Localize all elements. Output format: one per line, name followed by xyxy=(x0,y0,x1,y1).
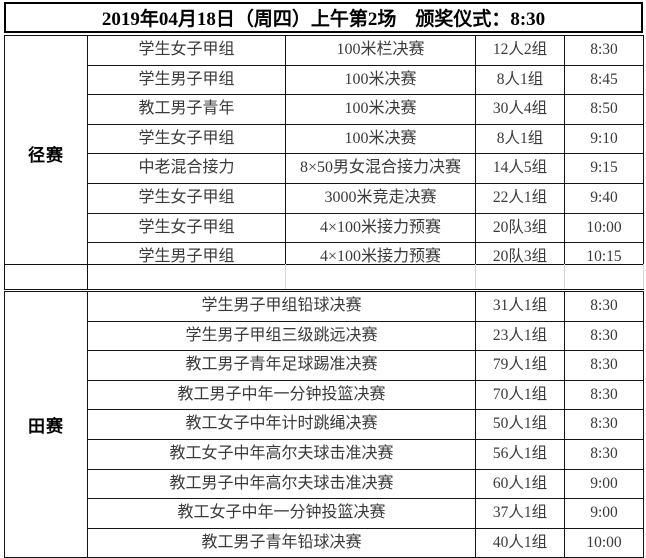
count-cell: 60人1组 xyxy=(475,468,565,500)
time-cell: 8:30 xyxy=(564,438,644,470)
field-table: 田赛 学生男子甲组铅球决赛 31人1组 8:30 学生男子甲组三级跳远决赛 23… xyxy=(4,290,644,558)
track-table-body: 径赛 学生女子甲组 100米栏决赛 12人2组 8:30 学生男子甲组 100米… xyxy=(4,35,644,273)
count-cell: 37人1组 xyxy=(475,498,565,529)
section-spacer xyxy=(4,264,644,290)
category-label-track: 径赛 xyxy=(4,35,88,273)
table-row: 学生女子甲组 4×100米接力预赛 20队3组 10:00 xyxy=(5,212,644,244)
table-row: 教工女子中年一分钟投篮决赛 37人1组 9:00 xyxy=(5,498,644,529)
group-cell: 中老混合接力 xyxy=(87,153,286,184)
title-table: 2019年04月18日（周四）上午第2场 颁奖仪式：8:30 xyxy=(4,2,643,33)
group-cell: 学生女子甲组 xyxy=(87,212,286,244)
time-cell: 9:10 xyxy=(564,123,644,155)
event-cell: 100米决赛 xyxy=(285,123,476,155)
time-cell: 8:30 xyxy=(564,320,644,352)
event-cell: 100米决赛 xyxy=(285,64,476,96)
spacer-cell-count xyxy=(475,264,565,290)
event-cell: 100米栏决赛 xyxy=(285,35,476,66)
spacer-row xyxy=(4,264,644,290)
table-row: 教工男子中年高尔夫球击准决赛 60人1组 9:00 xyxy=(5,468,644,500)
track-section: 径赛 学生女子甲组 100米栏决赛 12人2组 8:30 学生男子甲组 100米… xyxy=(4,35,644,273)
table-row: 径赛 学生女子甲组 100米栏决赛 12人2组 8:30 xyxy=(4,35,644,273)
count-cell: 30人4组 xyxy=(475,94,565,125)
spacer-table xyxy=(4,264,644,290)
event-cell: 教工男子青年铅球决赛 xyxy=(87,527,476,558)
event-cell: 学生男子甲组铅球决赛 xyxy=(87,291,476,322)
group-cell: 学生男子甲组 xyxy=(87,64,286,96)
spacer-cell-group xyxy=(87,264,286,290)
time-cell: 9:15 xyxy=(564,153,644,184)
table-row: 学生男子甲组 100米决赛 8人1组 8:45 xyxy=(5,64,644,96)
page-title: 2019年04月18日（周四）上午第2场 颁奖仪式：8:30 xyxy=(4,2,643,33)
table-row: 教工男子青年 100米决赛 30人4组 8:50 xyxy=(5,94,644,125)
time-cell: 10:00 xyxy=(564,527,644,558)
time-cell: 8:30 xyxy=(564,35,644,66)
time-cell: 8:30 xyxy=(564,291,644,322)
group-cell: 学生女子甲组 xyxy=(87,182,286,214)
spacer-cell-event xyxy=(285,264,476,290)
count-cell: 79人1组 xyxy=(475,350,565,381)
table-row: 教工男子中年一分钟投篮决赛 70人1组 8:30 xyxy=(5,379,644,411)
count-cell: 31人1组 xyxy=(475,291,565,322)
table-row: 学生女子甲组 3000米竞走决赛 22人1组 9:40 xyxy=(5,182,644,214)
group-cell: 学生女子甲组 xyxy=(87,35,286,66)
table-row: 田赛 学生男子甲组铅球决赛 31人1组 8:30 xyxy=(4,290,644,558)
time-cell: 10:00 xyxy=(564,212,644,244)
event-cell: 学生男子甲组三级跳远决赛 xyxy=(87,320,476,352)
field-section: 田赛 学生男子甲组铅球决赛 31人1组 8:30 学生男子甲组三级跳远决赛 23… xyxy=(4,290,644,558)
count-cell: 23人1组 xyxy=(475,320,565,352)
count-cell: 22人1组 xyxy=(475,182,565,214)
track-table: 径赛 学生女子甲组 100米栏决赛 12人2组 8:30 学生男子甲组 100米… xyxy=(4,35,644,273)
table-row: 教工男子青年铅球决赛 40人1组 10:00 xyxy=(5,527,644,558)
title-row: 2019年04月18日（周四）上午第2场 颁奖仪式：8:30 xyxy=(4,2,643,33)
table-row: 教工男子青年足球踢准决赛 79人1组 8:30 xyxy=(5,350,644,381)
spacer-cell-category xyxy=(4,264,88,290)
event-cell: 教工男子中年高尔夫球击准决赛 xyxy=(87,468,476,500)
count-cell: 50人1组 xyxy=(475,409,565,440)
event-cell: 8×50男女混合接力决赛 xyxy=(285,153,476,184)
count-cell: 8人1组 xyxy=(475,123,565,155)
event-cell: 100米决赛 xyxy=(285,94,476,125)
count-cell: 40人1组 xyxy=(475,527,565,558)
time-cell: 8:30 xyxy=(564,409,644,440)
title-band: 2019年04月18日（周四）上午第2场 颁奖仪式：8:30 xyxy=(4,2,643,33)
event-cell: 教工女子中年一分钟投篮决赛 xyxy=(87,498,476,529)
time-cell: 8:30 xyxy=(564,379,644,411)
table-row: 教工女子中年计时跳绳决赛 50人1组 8:30 xyxy=(5,409,644,440)
table-row: 中老混合接力 8×50男女混合接力决赛 14人5组 9:15 xyxy=(5,153,644,184)
time-cell: 8:50 xyxy=(564,94,644,125)
table-row: 教工女子中年高尔夫球击准决赛 56人1组 8:30 xyxy=(5,438,644,470)
spacer-cell-time xyxy=(564,264,644,290)
category-label-field: 田赛 xyxy=(4,290,88,558)
field-table-body: 田赛 学生男子甲组铅球决赛 31人1组 8:30 学生男子甲组三级跳远决赛 23… xyxy=(4,290,644,558)
count-cell: 8人1组 xyxy=(475,64,565,96)
event-cell: 3000米竞走决赛 xyxy=(285,182,476,214)
time-cell: 9:40 xyxy=(564,182,644,214)
time-cell: 8:30 xyxy=(564,350,644,381)
count-cell: 14人5组 xyxy=(475,153,565,184)
time-cell: 8:45 xyxy=(564,64,644,96)
time-cell: 9:00 xyxy=(564,498,644,529)
table-row: 学生女子甲组 100米决赛 8人1组 9:10 xyxy=(5,123,644,155)
event-cell: 教工男子中年一分钟投篮决赛 xyxy=(87,379,476,411)
count-cell: 56人1组 xyxy=(475,438,565,470)
count-cell: 20队3组 xyxy=(475,212,565,244)
time-cell: 9:00 xyxy=(564,468,644,500)
event-cell: 教工男子青年足球踢准决赛 xyxy=(87,350,476,381)
event-cell: 4×100米接力预赛 xyxy=(285,212,476,244)
count-cell: 12人2组 xyxy=(475,35,565,66)
group-cell: 学生女子甲组 xyxy=(87,123,286,155)
event-cell: 教工女子中年高尔夫球击准决赛 xyxy=(87,438,476,470)
count-cell: 70人1组 xyxy=(475,379,565,411)
event-cell: 教工女子中年计时跳绳决赛 xyxy=(87,409,476,440)
table-row: 学生男子甲组三级跳远决赛 23人1组 8:30 xyxy=(5,320,644,352)
group-cell: 教工男子青年 xyxy=(87,94,286,125)
